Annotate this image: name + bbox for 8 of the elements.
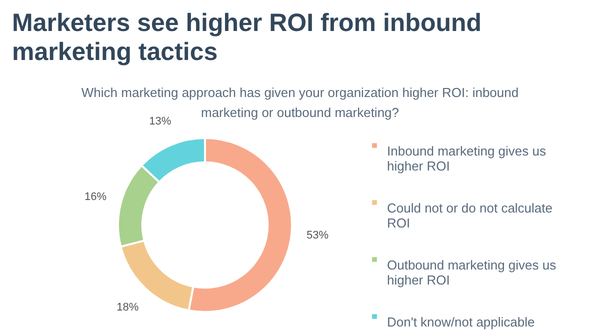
data-label: 53% bbox=[306, 230, 329, 242]
legend-label: Don't know/not applicable bbox=[387, 314, 535, 330]
legend-label: Inbound marketing gives us higher ROI bbox=[387, 144, 546, 174]
legend-label: Could not or do not calculate ROI bbox=[387, 200, 552, 230]
data-label: 16% bbox=[84, 190, 107, 203]
legend-label: Outbound marketing gives us higher ROI bbox=[387, 258, 557, 288]
chart-title: Marketers see higher ROI from inbound marketing tactics bbox=[12, 9, 482, 66]
data-label: 18% bbox=[116, 301, 139, 314]
